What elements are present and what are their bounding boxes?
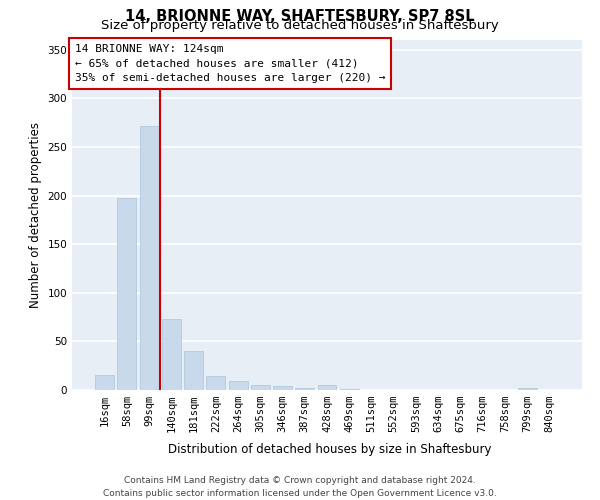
Y-axis label: Number of detached properties: Number of detached properties (29, 122, 42, 308)
Bar (184, 351, 203, 390)
Bar (317, 385, 337, 390)
Bar (162, 319, 181, 390)
Text: Size of property relative to detached houses in Shaftesbury: Size of property relative to detached ho… (101, 19, 499, 32)
Text: Contains HM Land Registry data © Crown copyright and database right 2024.
Contai: Contains HM Land Registry data © Crown c… (103, 476, 497, 498)
Bar (251, 385, 270, 390)
Bar (118, 198, 136, 390)
Text: Distribution of detached houses by size in Shaftesbury: Distribution of detached houses by size … (168, 442, 492, 456)
Bar (206, 376, 225, 390)
Bar (273, 386, 292, 390)
Bar (140, 126, 158, 390)
Text: 14 BRIONNE WAY: 124sqm
← 65% of detached houses are smaller (412)
35% of semi-de: 14 BRIONNE WAY: 124sqm ← 65% of detached… (74, 44, 385, 83)
Text: 14, BRIONNE WAY, SHAFTESBURY, SP7 8SL: 14, BRIONNE WAY, SHAFTESBURY, SP7 8SL (125, 9, 475, 24)
Bar (95, 376, 114, 390)
Bar (229, 381, 248, 390)
Bar (295, 388, 314, 390)
Bar (340, 389, 359, 390)
Bar (518, 388, 536, 390)
